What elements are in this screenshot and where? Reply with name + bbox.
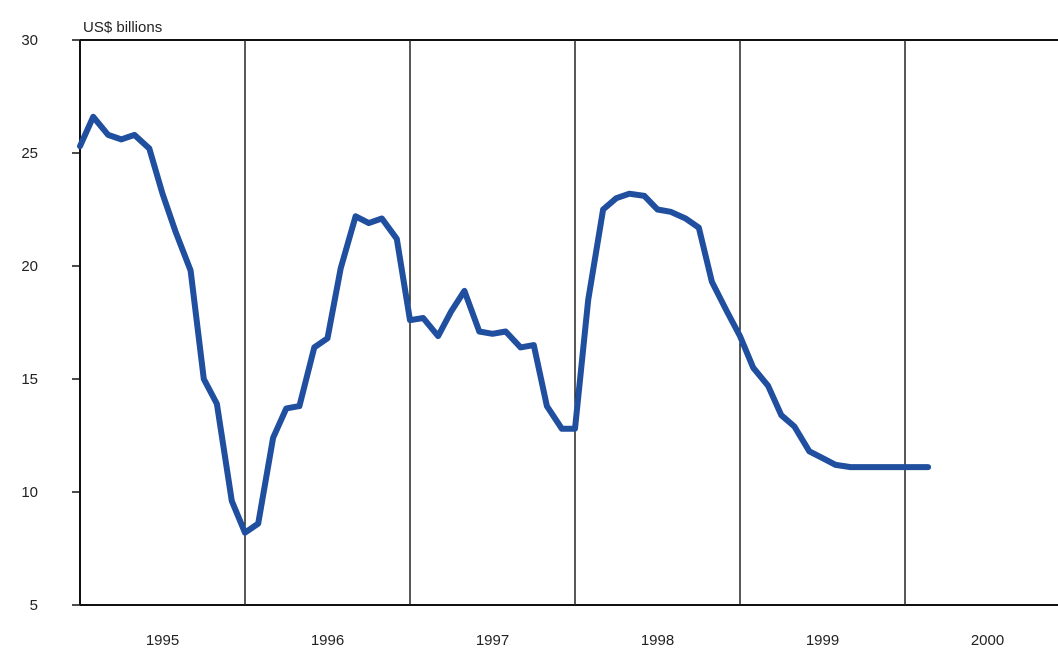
y-tick-label: 5 (30, 597, 38, 614)
year-dividers (244, 40, 906, 605)
series-line (77, 113, 932, 536)
series-layer (77, 113, 932, 536)
plot-frame (79, 39, 1058, 606)
y-tick-label: 15 (21, 371, 38, 388)
x-tick-label: 1995 (146, 632, 179, 649)
x-tick-label: 1996 (311, 632, 344, 649)
y-axis-label: US$ billions (83, 19, 162, 36)
y-axis-ticks: 5 10 15 20 25 30 (21, 32, 80, 614)
x-tick-label: 1999 (806, 632, 839, 649)
x-tick-label: 1997 (476, 632, 509, 649)
y-tick-label: 20 (21, 258, 38, 275)
x-axis-labels: 1995 1996 1997 1998 1999 2000 (146, 632, 1004, 649)
y-tick-label: 30 (21, 32, 38, 49)
y-tick-label: 10 (21, 484, 38, 501)
y-tick-label: 25 (21, 145, 38, 162)
x-tick-label: 1998 (641, 632, 674, 649)
x-tick-label: 2000 (971, 632, 1004, 649)
